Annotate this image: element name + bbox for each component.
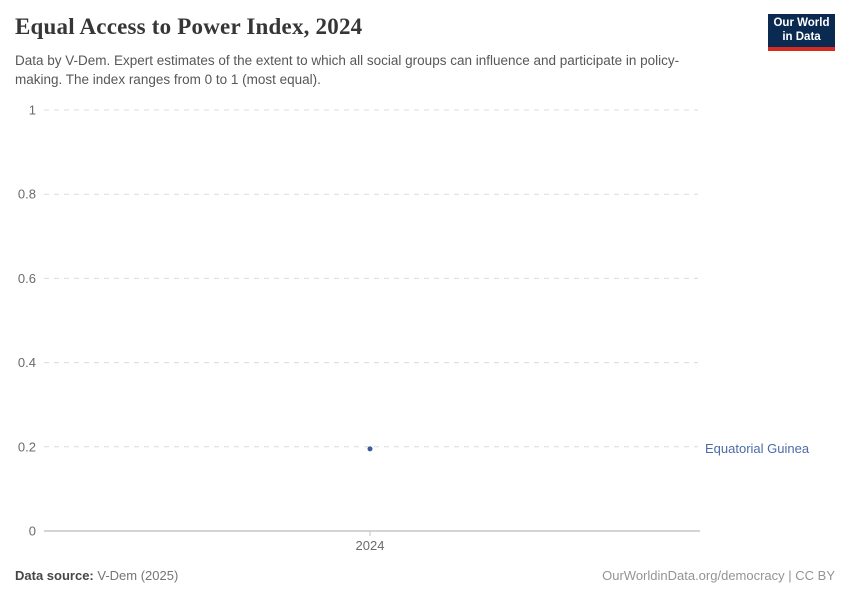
data-source: Data source: V-Dem (2025) [15,568,178,583]
y-tick-label-0: 0 [29,524,36,539]
owid-logo-line1: Our World [773,17,830,29]
y-tick-label-0.6: 0.6 [18,271,36,286]
owid-logo: Our World in Data [768,14,835,51]
owid-logo-box: Our World in Data [768,14,835,47]
footer-license-link[interactable]: OurWorldinData.org/democracy | CC BY [602,568,835,583]
data-source-value: V-Dem (2025) [97,568,179,583]
data-source-label: Data source: [15,568,94,583]
chart-footer: Data source: V-Dem (2025) OurWorldinData… [15,568,835,583]
page-title: Equal Access to Power Index, 2024 [15,14,363,39]
y-tick-label-0.4: 0.4 [18,355,36,370]
y-tick-label-0.2: 0.2 [18,439,36,454]
x-tick-label: 2024 [356,538,385,553]
chart-subtitle: Data by V-Dem. Expert estimates of the e… [15,53,680,87]
y-tick-label-1: 1 [29,103,36,118]
owid-logo-line2: in Data [782,30,821,43]
series-label-equatorial-guinea[interactable]: Equatorial Guinea [705,441,810,457]
y-tick-label-0.8: 0.8 [18,187,36,202]
data-point[interactable] [367,446,373,452]
owid-logo-red-bar [768,47,835,51]
